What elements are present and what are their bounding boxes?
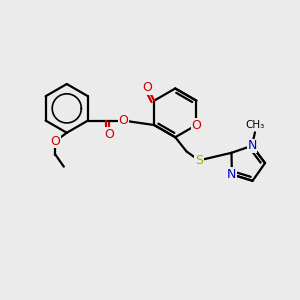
Text: N: N	[247, 139, 257, 152]
Text: O: O	[191, 118, 201, 131]
Text: O: O	[50, 135, 60, 148]
Text: O: O	[143, 81, 153, 94]
Text: O: O	[118, 114, 128, 127]
Text: CH₃: CH₃	[245, 120, 265, 130]
Text: O: O	[104, 128, 114, 141]
Text: S: S	[195, 154, 203, 167]
Text: N: N	[227, 168, 237, 181]
